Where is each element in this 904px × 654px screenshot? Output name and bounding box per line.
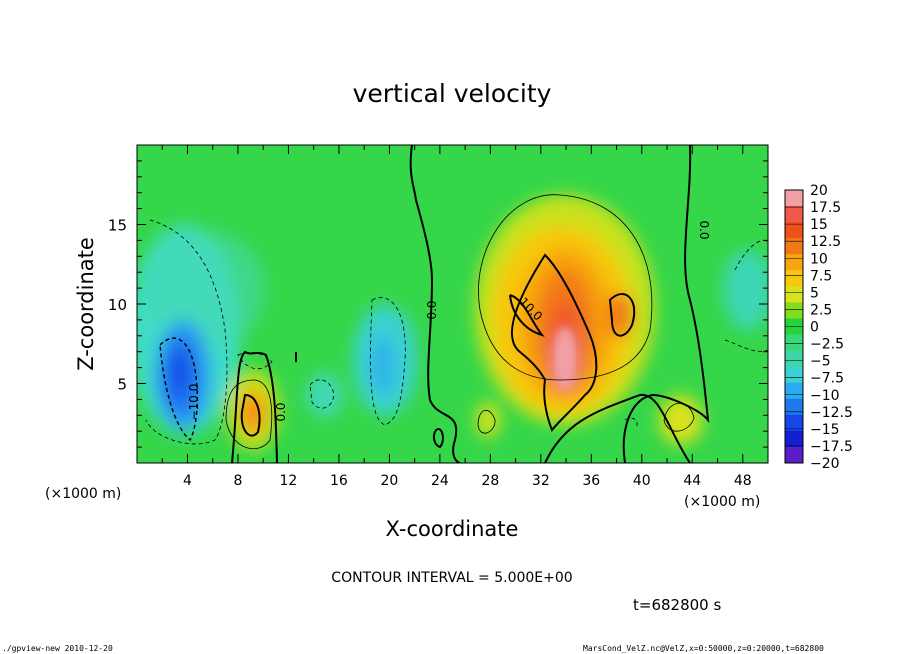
x-tick-label: 12: [280, 473, 298, 489]
x-unit-left: (×1000 m): [45, 486, 121, 502]
colorbar-label: −5: [810, 354, 831, 370]
colorbar-label: 15: [810, 217, 828, 233]
colorbar-swatch: [785, 302, 803, 319]
colorbar-swatch: [785, 414, 803, 432]
colorbar-label: −15: [810, 422, 840, 438]
time-stamp: t=682800 s: [633, 596, 721, 614]
colorbar-label: −2.5: [810, 337, 844, 353]
colorbar-label: −7.5: [810, 371, 844, 387]
colorbar-swatch: [785, 430, 803, 448]
colorbar-swatch: [785, 222, 803, 239]
contour-interval-text: CONTOUR INTERVAL = 5.000E+00: [331, 570, 572, 586]
x-tick-label: 40: [633, 473, 651, 489]
contour-lines: [145, 145, 768, 463]
colorbar-swatch: [785, 206, 803, 223]
colorbar-swatch: [785, 238, 803, 255]
chart-title: vertical velocity: [353, 79, 552, 108]
x-tick-label: 48: [734, 473, 752, 489]
colorbar-label: −17.5: [810, 439, 853, 455]
x-tick-labels: 4 8 12 16 20 24 28 32 36 40 44 48: [183, 473, 752, 489]
x-tick-label: 32: [532, 473, 550, 489]
x-tick-label: 24: [431, 473, 449, 489]
colorbar-swatch: [785, 382, 803, 400]
x-tick-label: 44: [683, 473, 701, 489]
zero-contour-24: [409, 145, 461, 463]
colorbar-label: −20: [810, 456, 840, 472]
colorbar-label: 10: [810, 251, 828, 267]
x-tick-label: 8: [233, 473, 242, 489]
footer-right: MarsCond_VelZ.nc@VelZ,x=0:50000,z=0:2000…: [583, 644, 824, 653]
y-axis-label: Z-coordinate: [74, 237, 98, 371]
downdraft-zone-right: [723, 250, 768, 330]
colorbar-label: 2.5: [810, 302, 832, 318]
contour-label: 0.0: [697, 220, 711, 239]
contour-label: −10.0: [187, 384, 201, 421]
colorbar-swatch: [785, 286, 803, 303]
colorbar-swatch: [785, 398, 803, 416]
zero-contour-44: [622, 145, 710, 463]
x-tick-label: 4: [183, 473, 192, 489]
axis-ticks: [137, 145, 768, 463]
x-tick-label: 16: [330, 473, 348, 489]
ten-contour-main: [511, 253, 598, 432]
x-tick-label: 28: [481, 473, 499, 489]
contour-label: 0.0: [425, 300, 439, 319]
x-axis-label: X-coordinate: [386, 517, 519, 541]
contour-label: 0.0: [274, 402, 288, 421]
colorbar-swatch: [785, 270, 803, 287]
colorbar-swatch: [785, 366, 803, 384]
colorbar-label: 0: [810, 320, 819, 336]
colorbar-frame: [784, 189, 804, 464]
colorbar-swatch: [785, 446, 803, 464]
y-tick-labels: 5 10 15: [108, 217, 127, 394]
colorbar-label: 7.5: [810, 268, 832, 284]
x-unit-right: (×1000 m): [684, 494, 760, 510]
y-tick-label: 10: [108, 296, 127, 314]
heatmap-field: [137, 145, 768, 463]
colorbar-swatch: [785, 254, 803, 271]
colorbar-label: 20: [810, 183, 828, 199]
colorbar-label: 17.5: [810, 200, 841, 216]
x-tick-label: 36: [582, 473, 600, 489]
x-tick-label: 20: [380, 473, 398, 489]
footer-left: ./gpview-new 2010-12-20: [2, 644, 113, 653]
colorbar-swatch: [785, 350, 803, 368]
colorbar-label: 12.5: [810, 234, 841, 250]
colorbar-label: −10: [810, 388, 840, 404]
y-tick-label: 5: [117, 376, 127, 394]
colorbar-swatch: [785, 190, 803, 207]
y-tick-label: 15: [108, 217, 127, 235]
colorbar-swatch: [785, 334, 803, 352]
colorbar-label: 5: [810, 285, 819, 301]
colorbar-label: −12.5: [810, 405, 853, 421]
